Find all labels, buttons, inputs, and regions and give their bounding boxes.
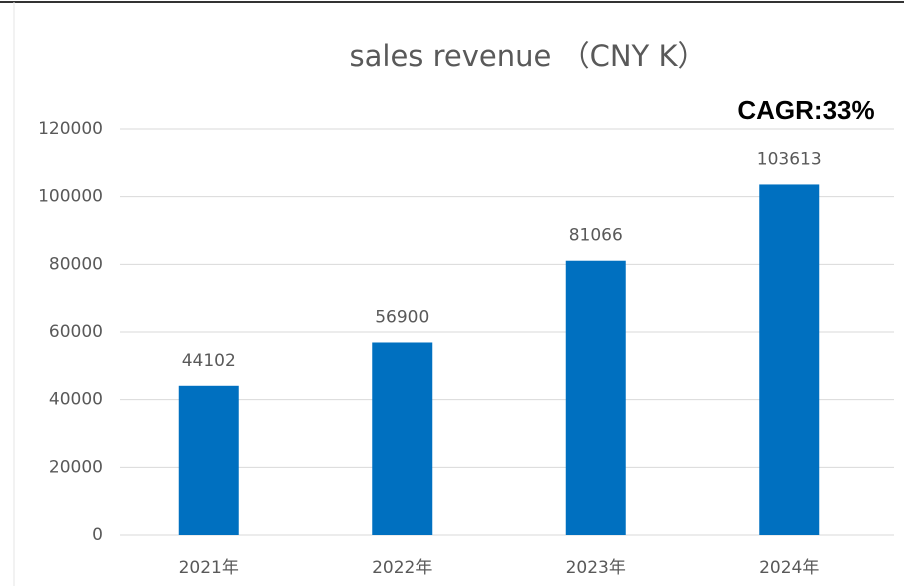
y-tick-label: 60000 [49,322,103,342]
bar [372,342,433,535]
x-tick-label: 2023年 [566,558,626,578]
x-tick-label: 2024年 [759,558,819,578]
data-label: 81066 [569,226,623,246]
data-label: 56900 [375,307,429,327]
x-tick-label: 2022年 [372,558,432,578]
bar [565,260,626,535]
annotation: CAGR:33% [737,95,874,125]
chart-title: sales revenue （CNY K） [350,39,707,73]
y-tick-label: 80000 [49,254,103,274]
x-tick-label: 2021年 [179,558,239,578]
y-tick-label: 120000 [38,119,103,139]
data-label: 44102 [182,351,236,371]
y-tick-label: 0 [92,525,103,545]
y-tick-label: 40000 [49,390,103,410]
y-tick-label: 20000 [49,457,103,477]
bar [759,184,820,535]
bar [178,385,239,535]
y-tick-label: 100000 [38,187,103,207]
data-label: 103613 [757,149,822,169]
